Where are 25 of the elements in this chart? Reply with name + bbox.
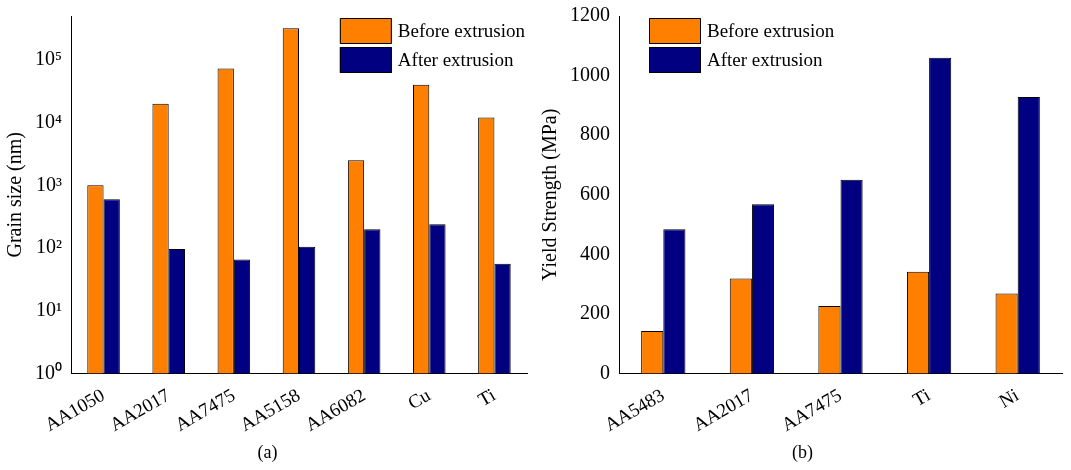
y-tick-label: 0 [600, 360, 610, 383]
y-axis-title: Grain size (nm) [3, 132, 27, 258]
text: (b) [791, 442, 814, 463]
legend-label: After extrusion [397, 48, 514, 70]
x-tick-label: Ti [909, 384, 934, 411]
y-tick-label: 600 [580, 182, 610, 205]
y-tick-label: 1000 [570, 62, 610, 85]
legend-label: Before extrusion [707, 19, 835, 41]
x-tick-label: Cu [404, 383, 435, 414]
y-tick-label: 10³ [36, 172, 62, 195]
y-tick-label: 10² [36, 235, 62, 258]
y-tick-label: 10¹ [36, 298, 62, 321]
legend-label: After extrusion [707, 48, 824, 70]
x-tick-label: Ti [474, 384, 499, 411]
y-tick-label: 1200 [570, 3, 610, 26]
y-tick-label: 200 [580, 301, 610, 324]
y-tick-label: 10⁰ [35, 360, 62, 383]
y-tick-label: 10⁵ [35, 47, 62, 70]
y-tick-label: 800 [580, 122, 610, 145]
legend-label: Before extrusion [397, 19, 526, 41]
y-tick-label: 400 [580, 241, 610, 264]
y-tick-label: 10⁴ [35, 109, 63, 132]
x-tick-label: Ni [995, 384, 1023, 412]
y-axis-title: Yield Strength (MPa) [538, 108, 562, 281]
text: (a) [256, 442, 279, 463]
